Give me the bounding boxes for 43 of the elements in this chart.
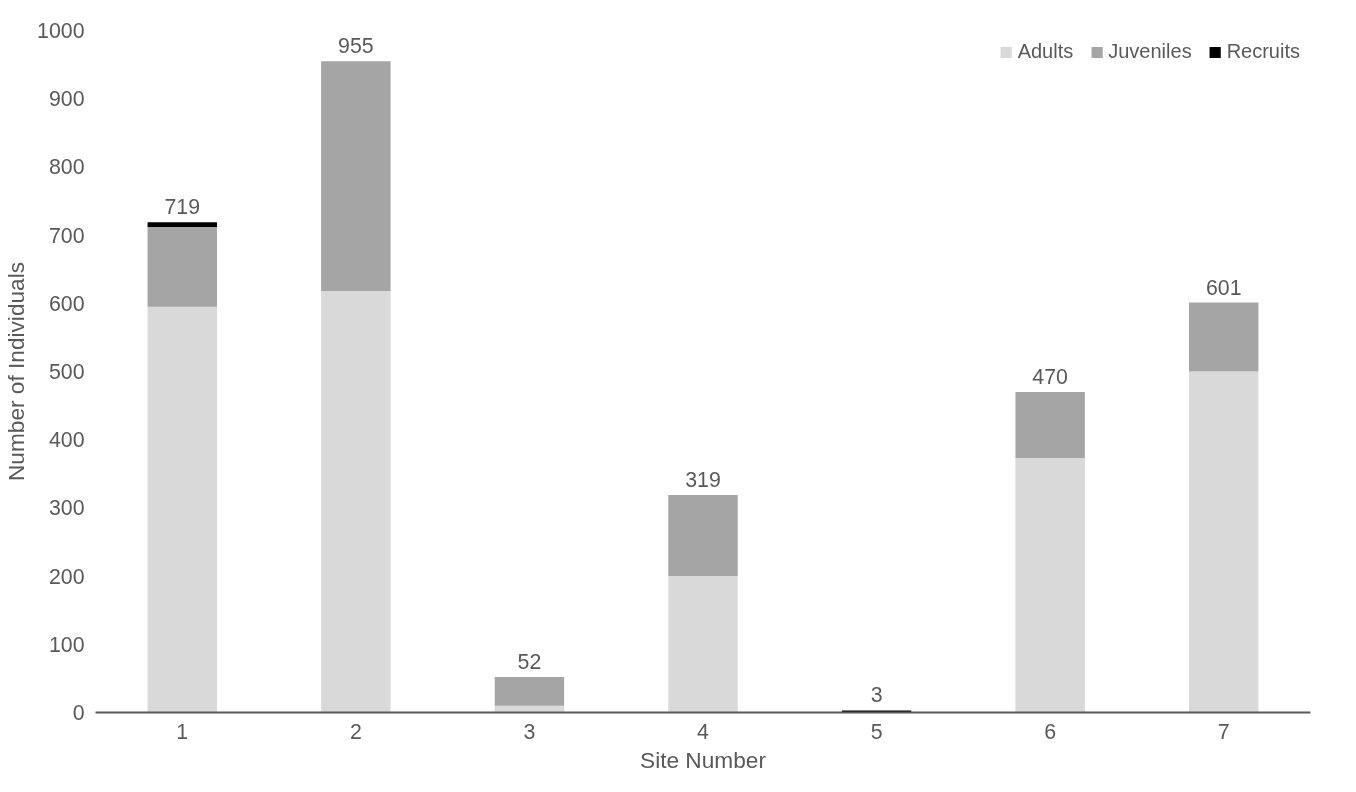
legend-label: Juveniles — [1108, 40, 1192, 63]
x-tick-label: 4 — [697, 719, 710, 744]
y-tick-label: 600 — [48, 291, 85, 316]
total-label: 52 — [517, 650, 542, 675]
y-tick-label: 500 — [48, 360, 85, 384]
bar — [1189, 371, 1259, 713]
legend-label: Recruits — [1226, 40, 1300, 63]
bar — [321, 61, 391, 292]
total-label: 319 — [685, 467, 721, 492]
x-tick-label: 6 — [1044, 719, 1057, 744]
y-axis-title: Number of Individuals — [3, 261, 30, 482]
total-label: 601 — [1205, 275, 1242, 300]
x-tick-label: 3 — [523, 719, 536, 744]
x-tick-label: 1 — [176, 719, 189, 744]
bar — [494, 677, 565, 706]
x-axis-title: Site Number — [640, 746, 767, 773]
bar — [1015, 391, 1085, 459]
legend-label: Adults — [1017, 40, 1074, 63]
total-label: 3 — [870, 683, 883, 708]
total-label: 470 — [1032, 364, 1069, 389]
x-tick-label: 5 — [870, 719, 883, 744]
x-tick-label: 2 — [349, 719, 362, 744]
y-tick-label: 700 — [48, 223, 85, 248]
bar — [668, 576, 738, 713]
bar — [1189, 302, 1259, 372]
x-tick-label: 7 — [1217, 719, 1230, 744]
bar — [841, 710, 912, 713]
y-tick-label: 100 — [48, 632, 85, 657]
y-tick-label: 200 — [48, 564, 85, 589]
bar — [147, 222, 217, 227]
total-label: 955 — [338, 34, 374, 59]
y-tick-label: 300 — [48, 496, 85, 521]
total-label: 719 — [164, 195, 201, 220]
y-tick-label: 400 — [48, 428, 85, 453]
bar — [321, 291, 391, 713]
y-tick-label: 900 — [48, 87, 85, 112]
y-tick-label: 800 — [48, 155, 85, 180]
y-tick-label: 0 — [72, 701, 85, 725]
bar — [147, 226, 217, 307]
bar — [668, 494, 738, 577]
bar — [147, 306, 217, 713]
y-tick-label: 1000 — [37, 19, 85, 43]
bar — [1015, 458, 1085, 713]
